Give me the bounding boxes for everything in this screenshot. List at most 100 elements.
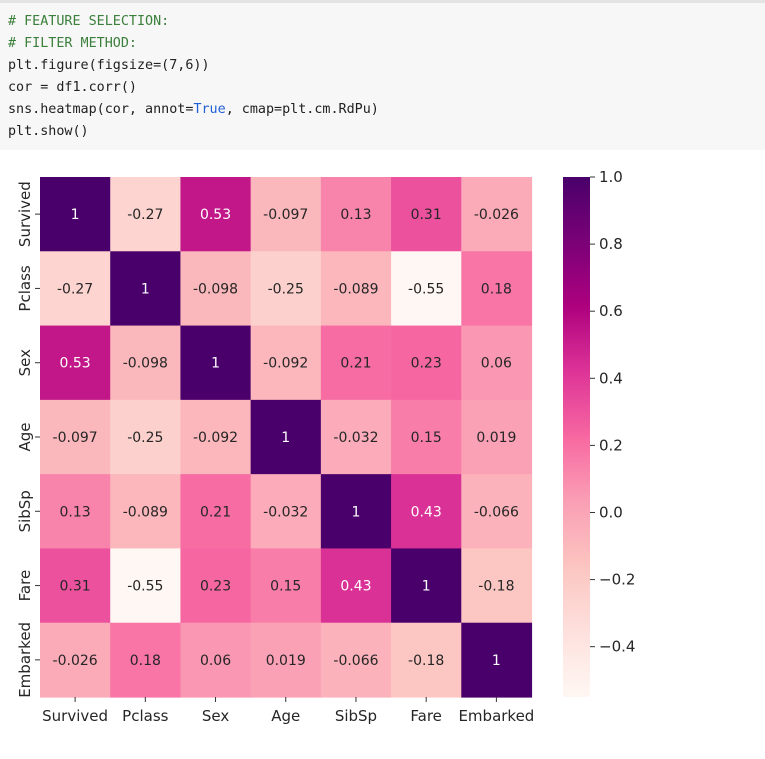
colorbar-tick-label: −0.2 [599, 571, 635, 589]
cell-annotation: 1 [492, 653, 501, 669]
heatmap-cell [461, 474, 533, 550]
cell-annotation: -0.089 [333, 281, 378, 297]
cell-annotation: -0.089 [123, 504, 168, 520]
heatmap-cell [320, 399, 392, 475]
heatmap-cell [40, 325, 111, 401]
cell-annotation: 0.06 [200, 653, 231, 669]
cell-annotation: 0.43 [340, 579, 371, 595]
code-line: # FILTER METHOD: [8, 33, 137, 55]
cell-annotation: -0.25 [127, 430, 163, 446]
cell-annotation: 1 [281, 430, 290, 446]
cell-annotation: -0.026 [53, 653, 98, 669]
code-token: True [193, 102, 226, 117]
cell-annotation: 0.15 [411, 430, 442, 446]
cell-annotation: 1 [352, 504, 361, 520]
heatmap-cell [461, 399, 533, 475]
cell-annotation: 0.21 [200, 504, 231, 520]
heatmap-cell [250, 251, 322, 327]
cell-annotation: 0.019 [476, 430, 516, 446]
code-line: plt.show() [8, 121, 89, 143]
y-tick-label: Age [16, 422, 34, 451]
cell-annotation: 1 [71, 207, 80, 223]
heatmap-cell [250, 548, 322, 624]
cell-annotation: -0.032 [333, 430, 378, 446]
cell-annotation: -0.18 [478, 579, 514, 595]
y-tick-label: Pclass [16, 265, 34, 311]
cell-annotation: -0.026 [474, 207, 519, 223]
heatmap-cell [320, 622, 392, 698]
cell-annotation: -0.098 [123, 356, 168, 372]
heatmap-cell [180, 251, 252, 327]
cell-annotation: 0.18 [130, 653, 161, 669]
cell-annotation: -0.18 [408, 653, 444, 669]
heatmap-cell [40, 622, 111, 698]
heatmap-cell [461, 622, 533, 698]
heatmap-cell [320, 177, 392, 252]
heatmap-cell [391, 622, 462, 698]
heatmap-cell [180, 399, 252, 475]
cell-annotation: -0.097 [53, 430, 98, 446]
x-tick-label: Sex [202, 707, 229, 725]
heatmap-cells [40, 177, 533, 698]
heatmap-cell [320, 474, 392, 550]
cell-annotation: 0.21 [340, 356, 371, 372]
colorbar-tick-label: 1.0 [599, 168, 623, 186]
cell-annotation: 0.019 [266, 653, 306, 669]
heatmap-cell [110, 622, 182, 698]
cell-annotation: 0.53 [60, 356, 91, 372]
heatmap-cell [110, 325, 182, 401]
heatmap-cell [180, 622, 252, 698]
cell-annotation: 0.13 [60, 504, 91, 520]
x-tick-label: Fare [410, 707, 442, 725]
cell-annotation: -0.092 [263, 356, 308, 372]
code-token: # FEATURE SELECTION: [8, 14, 170, 29]
x-tick-label: Embarked [458, 707, 534, 725]
cell-annotation: -0.55 [408, 281, 444, 297]
heatmap-chart: 1 -0.27 0.53 -0.097 0.13 0.31 -0.026 -0.27 1 -0.0… [16, 168, 635, 725]
cell-annotation: -0.032 [263, 504, 308, 520]
cell-annotation: 0.15 [270, 579, 301, 595]
code-cell[interactable]: # FEATURE SELECTION: # FILTER METHOD: plt.… [0, 3, 765, 150]
y-tick-label: Sex [16, 349, 34, 376]
colorbar-tick-label: 0.2 [599, 436, 623, 454]
heatmap-cell [40, 399, 111, 475]
code-token: plt.show() [8, 124, 89, 139]
code-line: sns.heatmap(cor, annot=True, cmap=plt.cm… [8, 99, 379, 121]
heatmap-cell [40, 251, 111, 327]
cell-annotation: 0.06 [481, 356, 512, 372]
heatmap-cell [320, 548, 392, 624]
heatmap-cell [40, 548, 111, 624]
cell-annotation: 0.31 [60, 579, 91, 595]
cell-annotation: 1 [422, 579, 431, 595]
colorbar-tick-label: 0.0 [599, 503, 623, 521]
heatmap-cell [110, 177, 182, 252]
colorbar-gradient [563, 177, 590, 697]
heatmap-cell [250, 399, 322, 475]
heatmap-cell [180, 325, 252, 401]
code-token: cor = df1.corr() [8, 80, 137, 95]
y-tick-label: Embarked [16, 622, 34, 698]
heatmap-cell [110, 251, 182, 327]
output-area: 1 -0.27 0.53 -0.097 0.13 0.31 -0.026 -0.27 1 -0.0… [0, 150, 765, 755]
colorbar-tick-label: −0.4 [599, 638, 635, 656]
cell-annotation: 0.31 [411, 207, 442, 223]
cell-annotation: -0.25 [268, 281, 304, 297]
x-tick-label: Age [271, 707, 300, 725]
x-tick-label: Pclass [122, 707, 168, 725]
cell-annotation: -0.097 [263, 207, 308, 223]
code-token: , cmap=plt.cm.RdPu) [225, 102, 379, 117]
colorbar-tick-label: 0.6 [599, 302, 623, 320]
cell-annotation: -0.55 [127, 579, 163, 595]
y-tick-labels: Survived Pclass Sex Age SibSp Fare Embarked [16, 181, 40, 698]
colorbar-tick-label: 0.4 [599, 369, 623, 387]
code-line: cor = df1.corr() [8, 77, 137, 99]
heatmap-cell [461, 548, 533, 624]
heatmap-cell [180, 548, 252, 624]
heatmap-cell [461, 325, 533, 401]
heatmap-cell [320, 325, 392, 401]
y-tick-label: Survived [16, 181, 34, 247]
code-token: # FILTER METHOD: [8, 36, 137, 51]
x-tick-label: SibSp [335, 707, 377, 725]
heatmap-cell [391, 474, 462, 550]
code-token: plt.figure(figsize=(7,6)) [8, 58, 210, 73]
